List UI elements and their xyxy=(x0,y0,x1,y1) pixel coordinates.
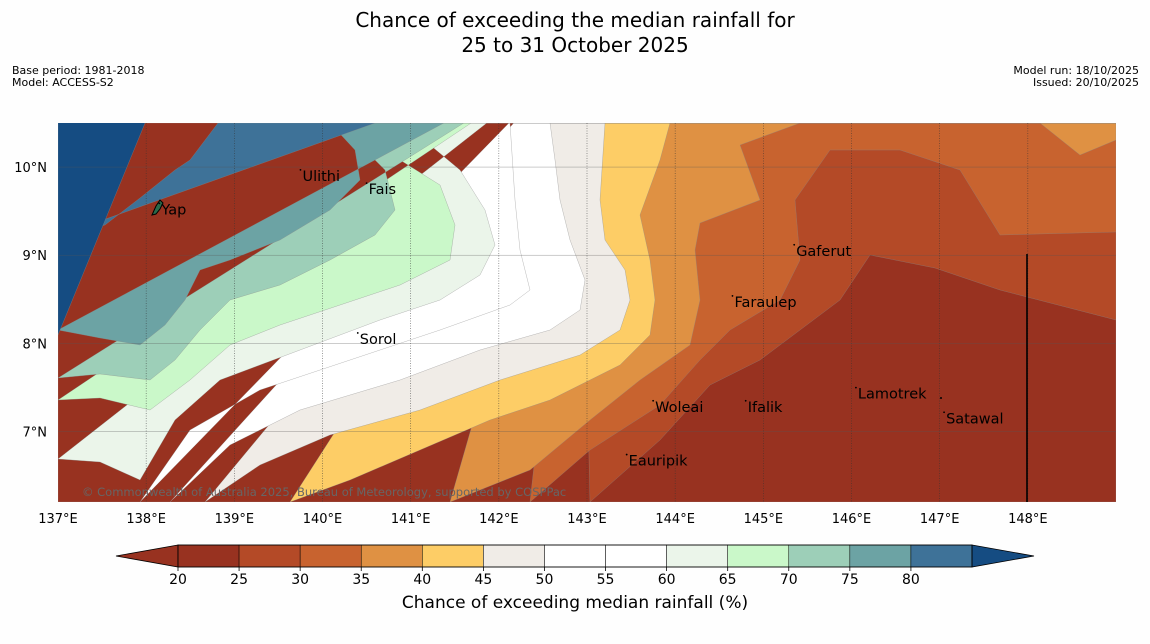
place-label-faraulep: Faraulep xyxy=(734,295,796,311)
colorbar-segment xyxy=(910,544,973,568)
title-line-1: Chance of exceeding the median rainfall … xyxy=(355,8,795,32)
colorbar-over-arrow xyxy=(971,544,1035,568)
island-marker xyxy=(158,202,161,205)
lon-tick-label: 141°E xyxy=(391,512,431,527)
lat-tick-label: 9°N xyxy=(23,249,48,264)
lon-tick-label: 145°E xyxy=(744,512,784,527)
meta-left: Base period: 1981-2018 Model: ACCESS-S2 xyxy=(12,65,144,89)
band-13 xyxy=(58,123,146,336)
lon-tick-label: 139°E xyxy=(215,512,255,527)
place-label-eauripik: Eauripik xyxy=(629,454,688,470)
copyright-text: © Commonwealth of Australia 2025, Bureau… xyxy=(82,485,566,499)
island-marker xyxy=(356,332,359,334)
island-marker xyxy=(855,386,857,389)
colorbar-tick-label: 25 xyxy=(230,572,248,588)
band-10 xyxy=(58,123,1116,381)
lon-tick-label: 147°E xyxy=(920,512,960,527)
colorbar-segment xyxy=(299,544,362,568)
lat-tick-label: 10°N xyxy=(14,161,47,176)
lat-tick-label: 8°N xyxy=(23,337,48,352)
lon-tick-label: 138°E xyxy=(126,512,166,527)
colorbar-segment xyxy=(177,544,240,568)
colorbar-tick-label: 75 xyxy=(841,572,859,588)
colorbar-segment xyxy=(849,544,912,568)
colorbar-tick-label: 30 xyxy=(291,572,309,588)
lat-tick-labels: 10°N 9°N 8°N 7°N xyxy=(14,161,47,440)
place-label-sorol: Sorol xyxy=(360,332,397,348)
colorbar-frame xyxy=(177,544,973,568)
colorbar-tick-label: 50 xyxy=(536,572,554,588)
place-label-satawal: Satawal xyxy=(946,411,1003,427)
colorbar-label: Chance of exceeding median rainfall (%) xyxy=(401,593,749,613)
colorbar-tick-label: 65 xyxy=(719,572,737,588)
place-label-gaferut: Gaferut xyxy=(796,244,851,260)
place-label-fais: Fais xyxy=(369,182,396,198)
gridlines xyxy=(58,123,1116,502)
lon-tick-label: 143°E xyxy=(567,512,607,527)
title-line-2: 25 to 31 October 2025 xyxy=(461,33,689,57)
island-marker xyxy=(299,168,302,171)
model-name: Model: ACCESS-S2 xyxy=(12,76,114,89)
colorbar-segment xyxy=(544,544,606,568)
colorbar-tick-label: 60 xyxy=(658,572,676,588)
island-marker xyxy=(943,411,945,414)
lon-tick-label: 142°E xyxy=(479,512,519,527)
island-marker xyxy=(365,182,368,185)
colorbar-segment xyxy=(238,544,301,568)
colorbar-segment xyxy=(788,544,851,568)
lon-tick-label: 144°E xyxy=(655,512,695,527)
island-marker xyxy=(731,295,734,297)
place-label-ifalik: Ifalik xyxy=(748,400,783,416)
place-label-lamotrek: Lamotrek xyxy=(858,387,927,403)
colorbar-segment xyxy=(422,544,484,568)
colorbar-tick-label: 45 xyxy=(474,572,492,588)
lon-tick-label: 146°E xyxy=(832,512,872,527)
island-marker xyxy=(940,397,942,399)
issued-date: Issued: 20/10/2025 xyxy=(1032,76,1139,89)
colorbar-tick-label: 70 xyxy=(780,572,798,588)
lat-tick-label: 7°N xyxy=(23,425,48,440)
colorbar-tick-label: 35 xyxy=(352,572,370,588)
colorbar-tick-label: 55 xyxy=(597,572,615,588)
map-title: Chance of exceeding the median rainfall … xyxy=(0,8,1150,58)
island-marker xyxy=(793,243,796,246)
lon-tick-label: 137°E xyxy=(38,512,78,527)
place-label-woleai: Woleai xyxy=(655,400,703,416)
lon-tick-label: 148°E xyxy=(1008,512,1048,527)
island-marker xyxy=(744,399,747,402)
island-marker xyxy=(652,399,655,402)
meta-right: Model run: 18/10/2025 Issued: 20/10/2025 xyxy=(1013,65,1139,89)
lon-tick-labels: 137°E 138°E 139°E 140°E 141°E 142°E 143°E 144°E… xyxy=(38,512,1047,527)
colorbar-segment xyxy=(605,544,667,568)
colorbar-segment xyxy=(360,544,423,568)
colorbar-segment xyxy=(666,544,728,568)
place-label-ulithi: Ulithi xyxy=(302,169,340,185)
band-11 xyxy=(58,123,1116,346)
model-run: Model run: 18/10/2025 xyxy=(1013,64,1139,77)
base-period: Base period: 1981-2018 xyxy=(12,64,145,77)
colorbar-segment xyxy=(727,544,790,568)
colorbar-tick-label: 80 xyxy=(902,572,920,588)
lon-tick-label: 140°E xyxy=(303,512,343,527)
colorbar-tick-label: 20 xyxy=(169,572,187,588)
place-labels: Yap Ulithi Fais Sorol Gaferut Faraulep Woleai I… xyxy=(158,168,1004,470)
colorbar-under-arrow xyxy=(115,544,179,568)
island-marker xyxy=(625,453,628,456)
place-label-yap: Yap xyxy=(160,202,186,218)
colorbar: 20 25 30 35 40 45 50 55 60 65 70 75 80 xyxy=(115,544,1035,588)
colorbar-tick-label: 40 xyxy=(413,572,431,588)
colorbar-segment xyxy=(483,544,545,568)
yap-island-icon xyxy=(151,199,164,216)
